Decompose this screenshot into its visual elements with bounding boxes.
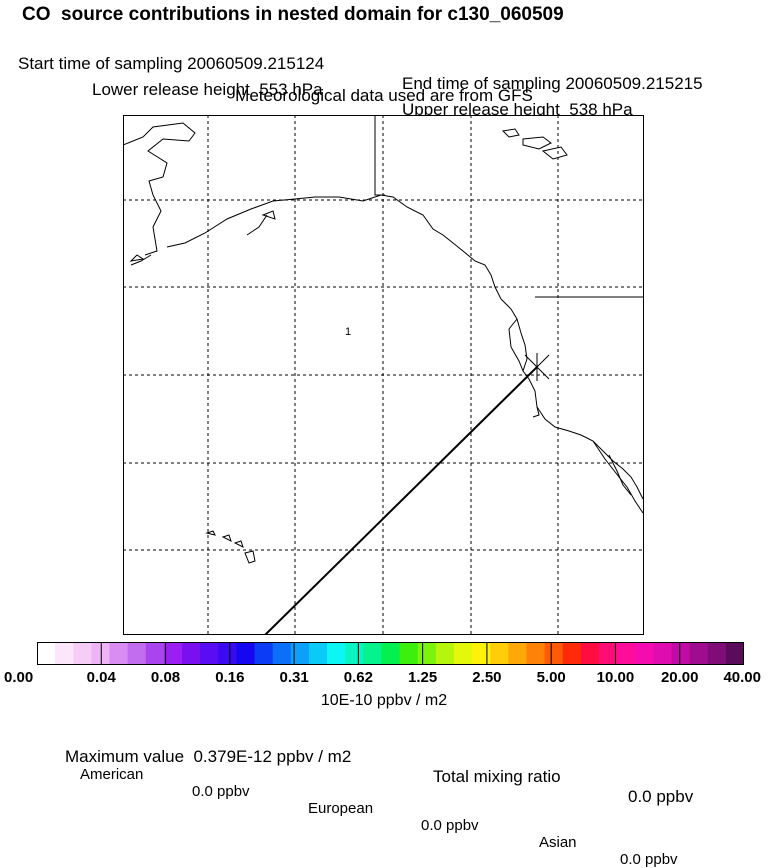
coastlines (123, 115, 644, 564)
map-panel: 1 (123, 115, 644, 635)
colorbar-cell (363, 642, 382, 665)
colorbar-cell (218, 642, 237, 665)
colorbar-tick-label: 0.16 (215, 669, 245, 686)
colorbar-cell (598, 642, 618, 665)
colorbar-tick-label: 0.00 (4, 669, 34, 686)
colorbar-cell (91, 642, 111, 665)
colorbar-cell (127, 642, 147, 665)
upper-release-height: Upper release height 538 hPa (402, 100, 633, 119)
sampling-times: Start time of sampling 20060509.215124 E… (0, 34, 768, 94)
lower-release-height: Lower release height 553 hPa (92, 80, 323, 99)
colorbar-cell (617, 642, 636, 665)
colorbar-cell (200, 642, 219, 665)
colorbar-cell (308, 642, 328, 665)
source-european-value: 0.0 ppbv (421, 817, 479, 834)
colorbar-cell (490, 642, 509, 665)
colorbar-cell (327, 642, 346, 665)
colorbar-cell (163, 642, 183, 665)
colorbar-cell (417, 642, 437, 665)
release-heights: Lower release height 553 hPa Upper relea… (0, 60, 768, 120)
colorbar-cell (689, 642, 709, 665)
colorbar-cell (435, 642, 455, 665)
colorbar (37, 642, 744, 665)
colorbar-tick-label: 1.25 (408, 669, 438, 686)
colorbar-cell (544, 642, 564, 665)
colorbar-cell (526, 642, 546, 665)
colorbar-cell (109, 642, 129, 665)
trajectory-line (264, 366, 538, 635)
colorbar-tick-label: 0.62 (343, 669, 373, 686)
colorbar-cell (453, 642, 473, 665)
colorbar-tick-label: 10.00 (596, 669, 635, 686)
met-data-note: Meteorological data used are from GFS (235, 86, 533, 105)
colorbar-cell (37, 642, 56, 665)
colorbar-cell (345, 642, 364, 665)
colorbar-cell (725, 642, 744, 665)
source-breakdown: American 0.0 ppbv European 0.0 ppbv Asia… (0, 749, 768, 868)
source-european-name: European (308, 800, 374, 817)
colorbar-cell (145, 642, 165, 665)
colorbar-tick-label: 0.04 (86, 669, 116, 686)
start-time: Start time of sampling 20060509.215124 (18, 54, 325, 73)
colorbar-cell (272, 642, 292, 665)
source-american-name: American (80, 766, 144, 783)
source-asian-name: Asian (539, 834, 577, 851)
source-asian-value: 0.0 ppbv (620, 851, 678, 868)
colorbar-cells (37, 642, 744, 665)
max-value: Maximum value 0.379E-12 ppbv / m2 (65, 747, 352, 766)
colorbar-cell (73, 642, 92, 665)
colorbar-cell (508, 642, 527, 665)
colorbar-frame (37, 642, 744, 665)
colorbar-tick-label: 20.00 (660, 669, 699, 686)
colorbar-cell (381, 642, 401, 665)
colorbar-cell (254, 642, 274, 665)
colorbar-tick-label: 2.50 (472, 669, 502, 686)
release-point-marker (524, 353, 550, 381)
region-label: 1 (345, 326, 351, 338)
colorbar-cell (580, 642, 600, 665)
colorbar-tick-label: 40.00 (723, 669, 761, 686)
colorbar-tick-label: 0.31 (279, 669, 309, 686)
colorbar-cell (472, 642, 491, 665)
colorbar-tick-label: 5.00 (536, 669, 566, 686)
colorbar-cell (236, 642, 256, 665)
end-time: End time of sampling 20060509.215215 (402, 74, 703, 93)
source-american-value: 0.0 ppbv (192, 783, 250, 800)
colorbar-cell (182, 642, 201, 665)
colorbar-cell (671, 642, 691, 665)
plot-title: CO source contributions in nested domain… (22, 4, 564, 25)
colorbar-cell (399, 642, 419, 665)
lat-lon-grid (123, 115, 644, 635)
colorbar-tick-label: 0.08 (150, 669, 181, 686)
colorbar-cell (562, 642, 582, 665)
colorbar-cell (653, 642, 672, 665)
colorbar-units: 10E-10 ppbv / m2 (320, 692, 448, 709)
colorbar-cell (707, 642, 727, 665)
colorbar-cell (290, 642, 310, 665)
colorbar-cell (635, 642, 654, 665)
colorbar-cell (55, 642, 74, 665)
